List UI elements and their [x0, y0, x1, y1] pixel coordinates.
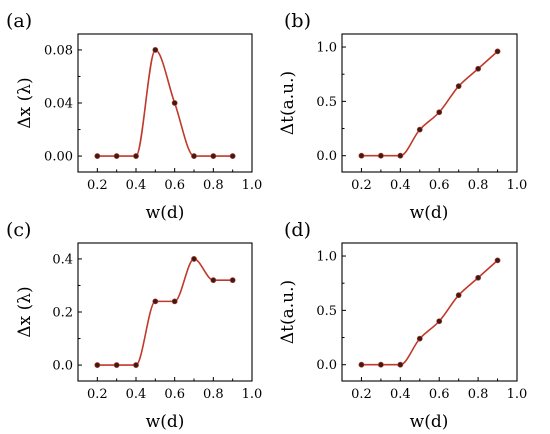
data-point: [436, 109, 443, 116]
plot-frame: [77, 242, 253, 382]
data-point: [475, 65, 482, 72]
data-point: [229, 153, 236, 159]
data-point: [171, 298, 178, 305]
data-point: [358, 152, 365, 159]
data-point: [229, 277, 236, 284]
data-point: [152, 47, 159, 53]
data-point: [133, 153, 139, 159]
y-tick-label: 1.0: [316, 41, 337, 56]
panel-label: (b): [284, 10, 311, 32]
x-axis-label: w(d): [146, 203, 185, 223]
data-point: [494, 48, 501, 55]
data-point: [377, 152, 384, 159]
y-axis-label: Δx (λ): [15, 286, 35, 337]
x-axis-label: w(d): [410, 412, 449, 432]
data-point: [210, 153, 217, 159]
data-point: [416, 126, 423, 133]
data-point: [191, 256, 197, 262]
data-point: [94, 362, 101, 368]
x-tick-label: 0.8: [468, 387, 489, 402]
plot-frame: [341, 242, 518, 382]
x-axis-label: w(d): [146, 412, 185, 432]
data-point: [455, 83, 462, 90]
x-tick-label: 0.2: [87, 178, 108, 193]
data-point: [171, 100, 178, 106]
y-tick-label: 0.00: [44, 150, 73, 165]
y-tick-label: 0.04: [44, 97, 73, 112]
data-point: [210, 277, 217, 284]
data-point: [436, 318, 443, 325]
x-tick-label: 0.8: [203, 178, 224, 193]
y-tick-label: 0.0: [316, 358, 337, 373]
x-tick-label: 0.4: [390, 387, 411, 402]
data-point: [455, 292, 462, 299]
data-point: [377, 361, 384, 368]
x-tick-label: 0.8: [468, 178, 489, 193]
data-point: [113, 153, 120, 159]
series-line: [97, 258, 233, 366]
y-tick-label: 0.2: [52, 306, 73, 321]
data-point: [494, 257, 501, 264]
x-axis-label: w(d): [410, 203, 449, 223]
x-tick-label: 0.2: [351, 387, 372, 402]
panel-a: (a) 0.2 0.4 0.6 0.8 1.0 0.00 0.04 0.08 w(d) Δx (λ): [6, 10, 262, 223]
data-point: [416, 335, 423, 342]
panel-label: (a): [6, 10, 32, 32]
data-point: [358, 361, 365, 368]
y-tick-label: 1.0: [316, 250, 337, 265]
x-tick-label: 1.0: [242, 387, 263, 402]
panel-label: (c): [6, 219, 31, 241]
panel-label: (d): [284, 219, 311, 241]
data-point: [113, 362, 120, 368]
panel-b: (b) 0.2 0.4 0.6 0.8 1.0 0.0 0.5 1.0 w(d) Δt(a.u.): [278, 10, 527, 223]
x-tick-label: 1.0: [507, 387, 528, 402]
plot-frame: [341, 33, 518, 173]
y-tick-label: 0.0: [52, 359, 73, 374]
x-tick-label: 0.2: [87, 387, 108, 402]
data-point: [191, 153, 197, 159]
data-point: [397, 152, 404, 159]
x-tick-label: 0.8: [203, 387, 224, 402]
y-axis-label: Δt(a.u.): [278, 280, 298, 344]
x-tick-label: 0.6: [429, 387, 450, 402]
x-tick-label: 0.6: [429, 178, 450, 193]
panel-c: (c) 0.2 0.4 0.6 0.8 1.0 0.0 0.2 0.4 w(d) Δx (λ): [6, 219, 262, 432]
data-point: [397, 361, 404, 368]
x-tick-label: 0.4: [126, 178, 147, 193]
x-tick-label: 0.6: [164, 178, 185, 193]
series-line: [97, 49, 233, 157]
x-tick-label: 1.0: [242, 178, 263, 193]
plot-frame: [77, 33, 253, 173]
y-axis-label: Δx (λ): [15, 77, 35, 128]
y-tick-label: 0.4: [52, 252, 73, 267]
data-point: [133, 362, 139, 368]
y-tick-label: 0.08: [44, 43, 73, 58]
y-axis-label: Δt(a.u.): [278, 71, 298, 135]
data-point: [475, 274, 482, 281]
x-tick-label: 0.4: [390, 178, 411, 193]
y-tick-label: 0.5: [316, 95, 337, 110]
x-tick-label: 0.6: [164, 387, 185, 402]
x-tick-label: 0.2: [351, 178, 372, 193]
x-tick-label: 0.4: [126, 387, 147, 402]
data-point: [152, 298, 159, 305]
y-tick-label: 0.5: [316, 304, 337, 319]
x-tick-label: 1.0: [507, 178, 528, 193]
data-point: [94, 153, 101, 159]
y-tick-label: 0.0: [316, 149, 337, 164]
panel-d: (d) 0.2 0.4 0.6 0.8 1.0 0.0 0.5 1.0 w(d) Δt(a.u.): [278, 219, 527, 432]
